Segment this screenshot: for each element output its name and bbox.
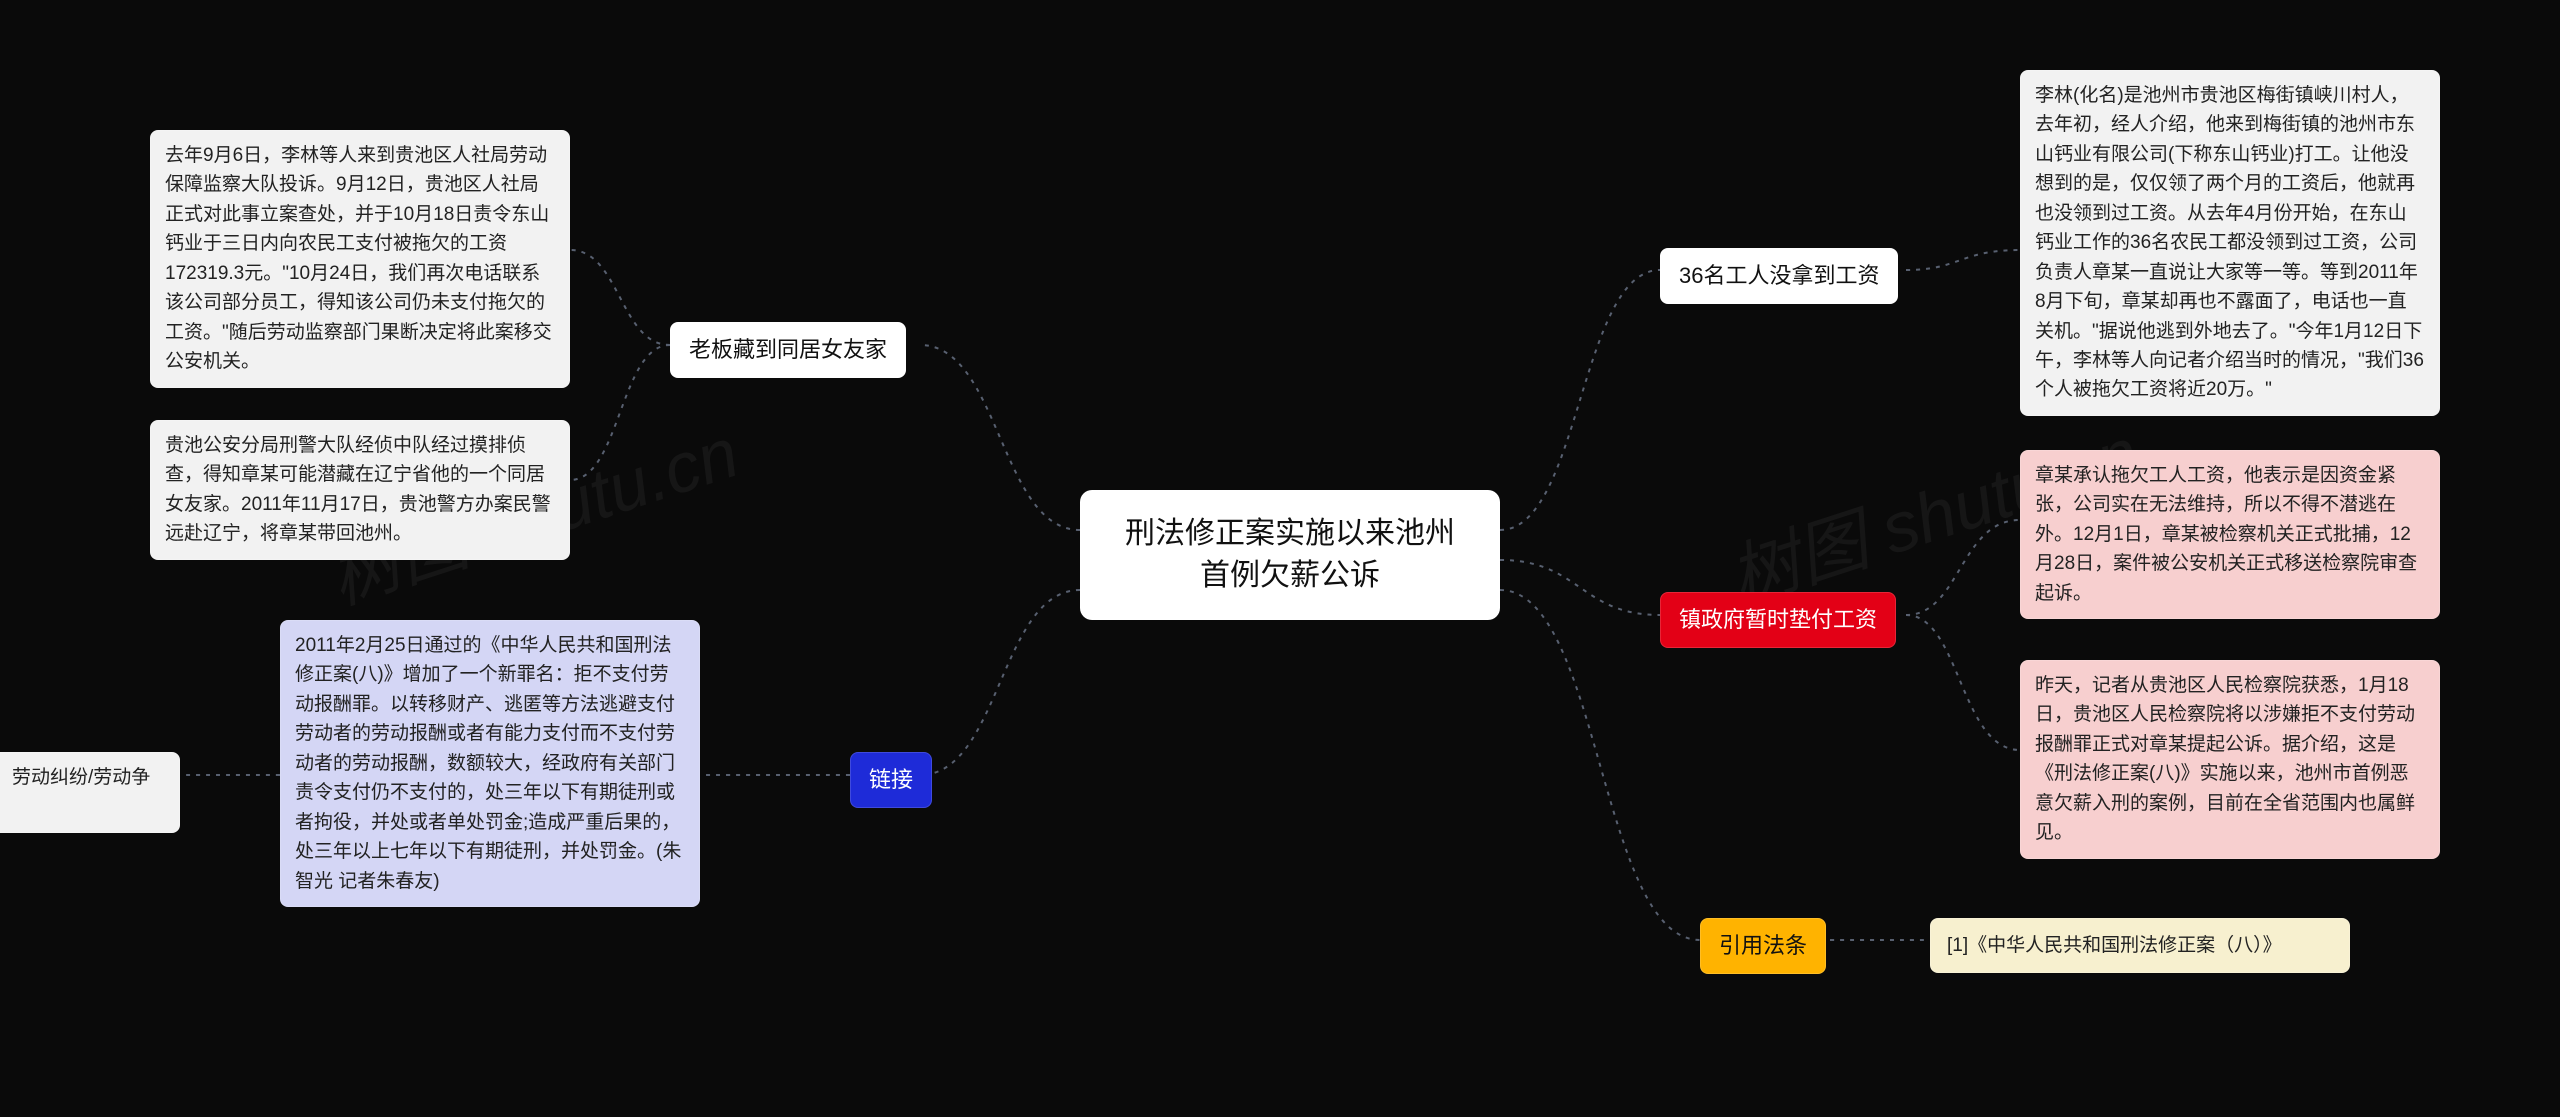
l1-body2: 贵池公安分局刑警大队经侦中队经过摸排侦查，得知章某可能潜藏在辽宁省他的一个同居女… [150,420,570,560]
r1-body: 李林(化名)是池州市贵池区梅街镇峡川村人，去年初，经人介绍，他来到梅街镇的池州市… [2020,70,2440,416]
r1-title: 36名工人没拿到工资 [1660,248,1898,304]
r2-body1: 章某承认拖欠工人工资，他表示是因资金紧张，公司实在无法维持，所以不得不潜逃在外。… [2020,450,2440,619]
l2-title: 链接 [850,752,932,808]
l1-title: 老板藏到同居女友家 [670,322,906,378]
center-line2: 首例欠薪公诉 [1111,555,1469,597]
l2-body: 2011年2月25日通过的《中华人民共和国刑法修正案(八)》增加了一个新罪名：拒… [280,620,700,907]
center-node: 刑法修正案实施以来池州 首例欠薪公诉 [1080,490,1500,620]
l2-extra: 阅读延伸：劳动纠纷/劳动争议 [0,752,180,833]
center-line1: 刑法修正案实施以来池州 [1111,513,1469,555]
r3-body: [1]《中华人民共和国刑法修正案（八）》 [1930,918,2350,973]
r3-title: 引用法条 [1700,918,1826,974]
r2-title: 镇政府暂时垫付工资 [1660,592,1896,648]
r2-body2: 昨天，记者从贵池区人民检察院获悉，1月18日，贵池区人民检察院将以涉嫌拒不支付劳… [2020,660,2440,859]
l1-body1: 去年9月6日，李林等人来到贵池区人社局劳动保障监察大队投诉。9月12日，贵池区人… [150,130,570,388]
